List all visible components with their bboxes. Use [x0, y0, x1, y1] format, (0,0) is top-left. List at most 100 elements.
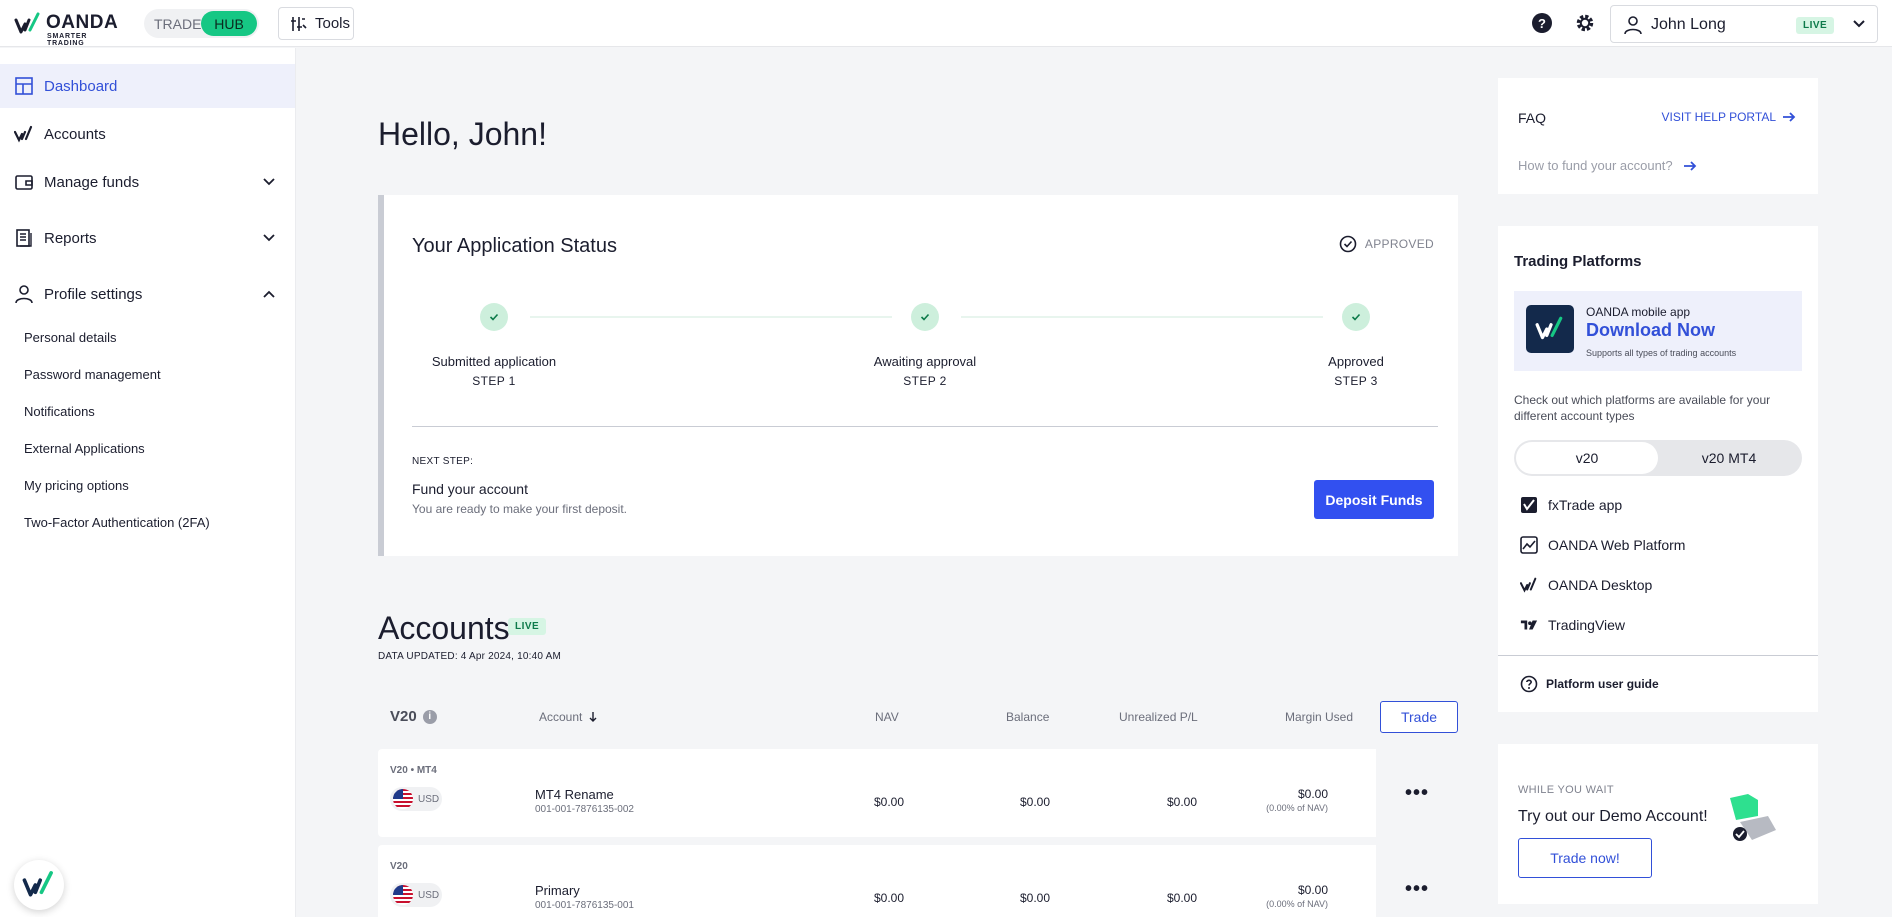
oanda-assistant-button[interactable] — [14, 860, 64, 910]
sidebar-item-label: Manage funds — [44, 173, 140, 191]
platform-oanda-web[interactable]: OANDA Web Platform — [1520, 534, 1685, 556]
platform-oanda-desktop[interactable]: OANDA Desktop — [1520, 574, 1652, 596]
application-status-title: Your Application Status — [412, 235, 617, 257]
oanda-logo-icon — [22, 871, 53, 897]
gear-icon[interactable] — [1574, 12, 1596, 34]
trade-now-button[interactable]: Trade now! — [1518, 838, 1652, 878]
arrow-right-icon — [1783, 112, 1796, 122]
platform-type-toggle[interactable]: v20 v20 MT4 — [1514, 440, 1802, 476]
table-row[interactable]: V20 USD Primary 001-001-7876135-001 $0.0… — [378, 845, 1458, 917]
sidebar-subitem-notifications[interactable]: Notifications — [24, 404, 95, 419]
wallet-icon — [14, 172, 34, 192]
oanda-logo[interactable]: OANDA SMARTER TRADING — [14, 8, 124, 47]
oanda-accounts-icon — [14, 124, 34, 144]
sidebar-item-label: Profile settings — [44, 285, 143, 303]
chevron-down-icon — [263, 234, 275, 242]
table-row[interactable]: V20 • MT4 USD MT4 Rename 001-001-7876135… — [378, 749, 1458, 837]
trade-button[interactable]: Trade — [1380, 701, 1458, 733]
mobile-app-banner[interactable]: OANDA mobile app Download Now Supports a… — [1514, 291, 1802, 371]
sidebar-subitem-password-management[interactable]: Password management — [24, 367, 161, 382]
step-3-check-icon — [1342, 303, 1370, 331]
sidebar-item-accounts[interactable]: Accounts — [0, 112, 295, 156]
step-connector — [530, 316, 892, 318]
toggle-trade[interactable]: TRADE — [154, 15, 202, 32]
account-unrealized-pl: $0.00 — [1166, 891, 1197, 905]
group-label: V20 — [390, 708, 417, 725]
deposit-funds-button[interactable]: Deposit Funds — [1314, 480, 1434, 519]
platform-tradingview[interactable]: TradingView — [1520, 614, 1625, 636]
sidebar-item-reports[interactable]: Reports — [0, 216, 295, 260]
trading-platforms-title: Trading Platforms — [1514, 253, 1642, 270]
sidebar-subitem-personal-details[interactable]: Personal details — [24, 330, 117, 345]
application-status-card: Your Application Status APPROVED Submitt… — [378, 195, 1458, 556]
step-2-label: STEP 2 — [903, 374, 947, 388]
column-unrealized-pl: Unrealized P/L — [1119, 710, 1198, 724]
info-icon[interactable]: i — [422, 709, 437, 724]
step-2-check-icon — [911, 303, 939, 331]
account-platform: V20 • MT4 — [390, 765, 437, 776]
more-options-icon[interactable]: ••• — [1376, 749, 1458, 837]
sidebar-item-manage-funds[interactable]: Manage funds — [0, 160, 295, 204]
tools-label: Tools — [315, 15, 351, 32]
platform-label: OANDA Web Platform — [1548, 537, 1686, 553]
sidebar-item-dashboard[interactable]: Dashboard — [0, 64, 295, 108]
fxtrade-app-icon — [1520, 496, 1538, 514]
visit-help-portal-link[interactable]: VISIT HELP PORTAL — [1662, 110, 1797, 124]
sidebar-subitem-pricing-options[interactable]: My pricing options — [24, 478, 129, 493]
oanda-logo-icon — [14, 12, 40, 34]
tools-button[interactable]: Tools — [278, 7, 354, 40]
trading-platforms-card: Trading Platforms OANDA mobile app Downl… — [1498, 226, 1818, 712]
account-margin-percent: (0.00% of NAV) — [1266, 899, 1328, 909]
sidebar-subitem-2fa[interactable]: Two-Factor Authentication (2FA) — [24, 515, 210, 530]
column-account[interactable]: Account — [539, 710, 598, 724]
column-nav: NAV — [875, 710, 899, 724]
top-bar: OANDA SMARTER TRADING TRADE HUB Tools ? … — [0, 0, 1892, 47]
currency-code: USD — [418, 889, 440, 901]
while-you-wait-label: WHILE YOU WAIT — [1518, 784, 1614, 796]
account-number: 001-001-7876135-002 — [535, 804, 634, 815]
more-options-icon[interactable]: ••• — [1376, 845, 1458, 917]
download-now-link[interactable]: Download Now — [1586, 320, 1715, 340]
faq-question-link[interactable]: How to fund your account? — [1518, 158, 1697, 173]
mobile-app-label: OANDA mobile app — [1586, 305, 1691, 319]
account-name: Primary — [535, 883, 580, 898]
user-menu[interactable]: John Long LIVE — [1610, 5, 1878, 43]
account-balance: $0.00 — [1019, 795, 1050, 809]
us-flag-icon — [393, 885, 413, 905]
reports-icon — [14, 228, 34, 248]
platform-label: TradingView — [1548, 617, 1626, 633]
faq-card: FAQ VISIT HELP PORTAL How to fund your a… — [1498, 78, 1818, 194]
platform-fxtrade-app[interactable]: fxTrade app — [1520, 494, 1622, 516]
toggle-hub[interactable]: HUB — [201, 11, 257, 36]
demo-illustration-icon — [1730, 794, 1776, 841]
accounts-live-badge: LIVE — [508, 618, 547, 635]
account-balance: $0.00 — [1019, 891, 1050, 905]
data-updated-timestamp: DATA UPDATED: 4 Apr 2024, 10:40 AM — [378, 651, 561, 662]
currency-code: USD — [418, 793, 440, 805]
chart-line-icon — [1520, 536, 1538, 554]
account-unrealized-pl: $0.00 — [1166, 795, 1197, 809]
account-nav: $0.00 — [873, 795, 904, 809]
account-platform: V20 — [390, 861, 408, 872]
user-icon — [1624, 16, 1642, 35]
user-icon — [14, 284, 34, 304]
divider — [412, 426, 1438, 427]
trade-hub-toggle[interactable]: TRADE HUB — [144, 9, 259, 38]
platform-user-guide-link[interactable]: Platform user guide — [1520, 675, 1659, 693]
check-circle-icon — [1339, 235, 1357, 253]
tab-v20[interactable]: v20 — [1516, 442, 1658, 474]
group-header: V20 i — [390, 708, 437, 725]
demo-account-card: WHILE YOU WAIT Try out our Demo Account!… — [1498, 744, 1818, 904]
sidebar-subitem-external-applications[interactable]: External Applications — [24, 441, 145, 456]
page-title: Hello, John! — [378, 116, 547, 152]
column-balance: Balance — [1006, 710, 1050, 724]
status-text: APPROVED — [1364, 237, 1434, 251]
divider — [1498, 655, 1818, 656]
tab-v20-mt4[interactable]: v20 MT4 — [1701, 450, 1757, 466]
column-margin-used: Margin Used — [1285, 710, 1354, 724]
account-margin-used: $0.00 — [1297, 883, 1328, 897]
sidebar-item-profile-settings[interactable]: Profile settings — [0, 272, 295, 316]
user-name: John Long — [1651, 16, 1726, 33]
help-icon[interactable]: ? — [1532, 13, 1552, 33]
platform-guide-label: Platform user guide — [1546, 677, 1659, 691]
